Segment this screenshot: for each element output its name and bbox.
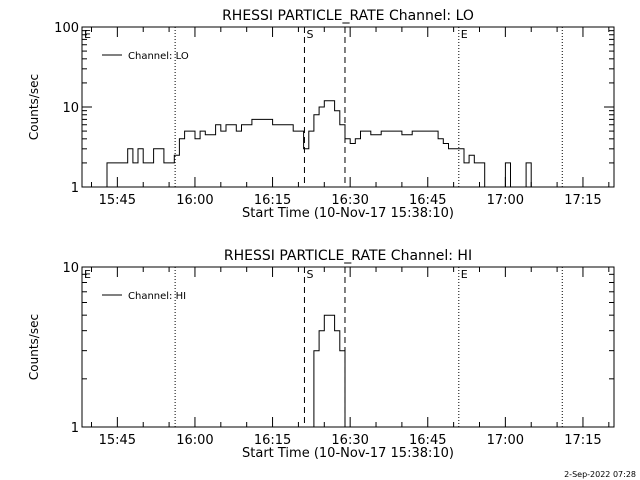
- y-axis-label: Counts/sec: [27, 314, 41, 380]
- chart-panel-2: RHESSI PARTICLE_RATE Channel: HI Start Ti…: [27, 248, 615, 461]
- legend-entry: Channel: LO: [128, 51, 189, 62]
- y-tick-label: 1: [71, 421, 79, 436]
- marker-label: E: [84, 28, 91, 41]
- x-tick-label: 16:45: [409, 433, 446, 448]
- x-tick-label: 16:15: [254, 433, 291, 448]
- series-line-1: [308, 314, 346, 428]
- x-tick-label: 15:45: [99, 193, 136, 208]
- x-axis-label: Start Time (10-Nov-17 15:38:10): [242, 206, 454, 221]
- marker-label: E: [461, 268, 468, 281]
- x-tick-label: 15:45: [99, 433, 136, 448]
- x-tick-label: 16:30: [331, 433, 368, 448]
- marker-label: E: [84, 268, 91, 281]
- x-tick-label: 16:00: [176, 193, 213, 208]
- marker-label: S: [306, 28, 313, 41]
- chart-title: RHESSI PARTICLE_RATE Channel: LO: [222, 8, 474, 24]
- series-line-1: [86, 100, 532, 188]
- marker-label: S: [306, 268, 313, 281]
- y-tick-label: 100: [54, 21, 79, 36]
- chart-panel-1: RHESSI PARTICLE_RATE Channel: LO Start Ti…: [27, 8, 615, 221]
- chart-title: RHESSI PARTICLE_RATE Channel: HI: [224, 248, 472, 264]
- legend-entry: Channel: HI: [128, 291, 186, 302]
- y-tick-label: 1: [71, 181, 79, 196]
- plot-frame: [81, 266, 615, 428]
- marker-label: E: [461, 28, 468, 41]
- footer-timestamp: 2-Sep-2022 07:28: [564, 470, 636, 479]
- x-tick-label: 16:45: [409, 193, 446, 208]
- y-tick-label: 10: [62, 261, 79, 276]
- x-axis-label: Start Time (10-Nov-17 15:38:10): [242, 446, 454, 461]
- x-tick-label: 16:00: [176, 433, 213, 448]
- y-tick-label: 10: [62, 101, 79, 116]
- x-tick-label: 16:15: [254, 193, 291, 208]
- x-tick-label: 16:30: [331, 193, 368, 208]
- x-tick-label: 17:15: [564, 433, 601, 448]
- x-tick-label: 17:00: [487, 433, 524, 448]
- x-tick-label: 17:15: [564, 193, 601, 208]
- y-axis-label: Counts/sec: [27, 74, 41, 140]
- x-tick-label: 17:00: [487, 193, 524, 208]
